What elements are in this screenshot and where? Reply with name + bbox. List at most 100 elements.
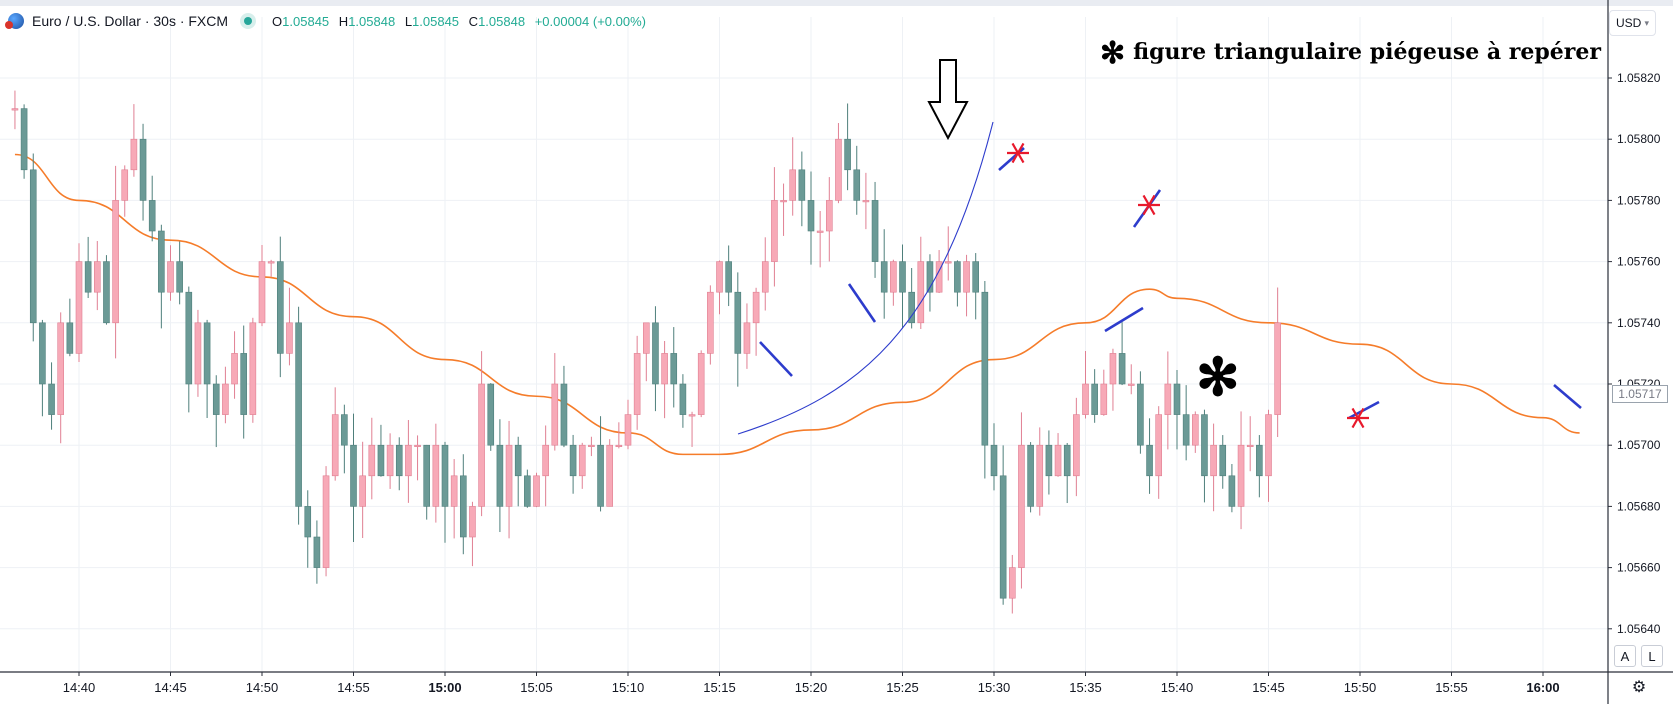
candle <box>1201 409 1208 503</box>
candle <box>560 365 568 448</box>
candle <box>359 441 366 538</box>
candle <box>1228 464 1236 513</box>
candle-body <box>276 261 284 354</box>
candle <box>267 259 275 277</box>
candle <box>1054 433 1062 477</box>
trend-segment <box>847 283 877 323</box>
candle-body <box>707 291 714 354</box>
candle-body <box>542 444 549 477</box>
candle-body <box>853 169 861 201</box>
candle-body <box>835 138 842 201</box>
ohlc-values: O1.05845 H1.05848 L1.05845 C1.05848 +0.0… <box>272 14 652 29</box>
candle <box>588 436 595 457</box>
note-text: figure triangulaire piégeuse à repérer <box>1133 39 1601 65</box>
x-tick-label: 14:40 <box>63 680 96 695</box>
candle <box>890 259 897 306</box>
candle-body <box>1201 414 1208 477</box>
candle <box>258 245 266 327</box>
candle-body <box>1073 414 1080 477</box>
x-tick-label: 14:50 <box>246 680 279 695</box>
candle-body <box>414 444 421 448</box>
candle <box>514 436 522 507</box>
auto-scale-button[interactable]: A <box>1614 645 1636 667</box>
candle <box>148 175 156 242</box>
candle <box>48 362 55 430</box>
candle-body <box>551 383 559 446</box>
candle <box>405 420 412 503</box>
candle <box>194 309 202 397</box>
candle-body <box>505 444 513 507</box>
candle <box>725 245 732 307</box>
candle-body <box>496 444 504 507</box>
exponential-curve <box>737 121 994 435</box>
candle <box>780 183 787 236</box>
candle-body <box>688 414 696 417</box>
candle <box>990 423 998 491</box>
log-scale-button[interactable]: L <box>1641 645 1663 667</box>
candle-body <box>231 353 238 385</box>
low-label: L <box>404 13 413 29</box>
candle <box>176 241 183 305</box>
y-tick-label: 1.05740 <box>1617 316 1661 330</box>
trend-segment <box>1104 306 1144 333</box>
candle-body <box>1036 444 1044 507</box>
candle <box>103 255 110 325</box>
candle <box>304 490 312 568</box>
candle <box>789 137 797 216</box>
x-tick-label: 15:00 <box>428 680 461 695</box>
candle-body <box>1228 475 1236 507</box>
symbol-title[interactable]: Euro / U.S. Dollar · 30s · FXCM <box>32 13 229 29</box>
candle <box>167 245 174 301</box>
candle <box>505 420 513 539</box>
candle-body <box>341 414 348 446</box>
candle-body <box>514 444 522 477</box>
grid-lines <box>0 0 1673 672</box>
candle <box>185 286 193 413</box>
candle <box>1118 322 1126 386</box>
candle-body <box>1027 444 1034 507</box>
candle-body <box>450 475 458 507</box>
candle-body <box>1219 444 1227 477</box>
candles-layer <box>11 90 1281 614</box>
candle <box>633 335 641 430</box>
candle <box>1082 350 1089 419</box>
candle-body <box>890 261 897 293</box>
currency-selector[interactable]: USD ▾ <box>1609 10 1656 36</box>
candle <box>295 306 302 525</box>
candle <box>432 423 440 523</box>
candle-body <box>1127 383 1135 386</box>
candle <box>862 172 870 230</box>
candle <box>11 90 19 130</box>
candle <box>341 404 348 474</box>
candle <box>286 287 293 366</box>
candle <box>899 244 906 329</box>
candle-body <box>377 444 385 477</box>
candle <box>350 413 357 542</box>
candle <box>386 433 394 489</box>
candle <box>807 171 815 265</box>
candle-body <box>825 200 833 232</box>
candle <box>533 472 540 508</box>
candle-body <box>1256 444 1263 477</box>
candle-body <box>11 108 19 111</box>
red-star-stroke <box>1142 194 1156 216</box>
market-status-icon[interactable] <box>244 17 253 25</box>
candle <box>1045 430 1053 495</box>
x-tick-label: 15:35 <box>1069 680 1102 695</box>
drawing-overlays <box>737 59 1582 435</box>
candle <box>926 254 934 312</box>
candle-body <box>954 261 961 293</box>
candle <box>963 254 970 317</box>
candle <box>158 224 165 329</box>
candle-body <box>304 506 312 538</box>
candle <box>469 501 476 567</box>
red-star-icon <box>1007 142 1029 164</box>
candle <box>917 236 925 329</box>
candle-body <box>423 444 431 507</box>
candle <box>57 312 65 444</box>
candle-body <box>478 383 485 507</box>
candle <box>908 268 915 329</box>
gear-icon[interactable]: ⚙ <box>1631 679 1647 696</box>
